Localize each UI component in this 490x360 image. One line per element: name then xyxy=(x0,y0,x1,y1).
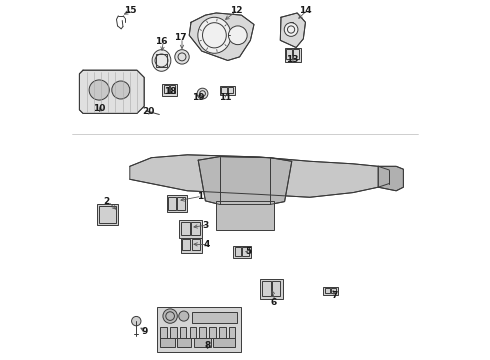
Bar xyxy=(181,238,202,253)
Bar xyxy=(162,84,177,96)
Bar xyxy=(219,327,225,338)
Text: 4: 4 xyxy=(204,240,210,249)
Bar xyxy=(160,338,175,347)
Bar xyxy=(170,327,177,338)
Circle shape xyxy=(284,23,298,36)
Bar xyxy=(285,48,301,62)
Bar xyxy=(192,312,237,323)
Bar xyxy=(181,222,190,235)
Bar xyxy=(216,201,274,230)
Ellipse shape xyxy=(198,17,231,53)
Bar xyxy=(262,281,270,296)
Bar xyxy=(331,288,336,293)
Bar xyxy=(190,327,196,338)
Circle shape xyxy=(89,80,109,100)
Bar xyxy=(209,327,216,338)
Bar xyxy=(242,247,248,256)
Circle shape xyxy=(175,50,189,64)
Bar xyxy=(286,49,292,59)
Text: 16: 16 xyxy=(155,37,168,46)
Bar xyxy=(179,220,202,238)
Polygon shape xyxy=(378,166,403,191)
Text: 7: 7 xyxy=(332,291,338,300)
Polygon shape xyxy=(189,13,254,60)
Bar xyxy=(170,85,175,93)
Text: 1: 1 xyxy=(197,192,203,201)
Bar xyxy=(199,327,206,338)
Bar xyxy=(235,247,242,256)
Circle shape xyxy=(179,311,189,321)
Bar xyxy=(169,197,176,210)
Bar xyxy=(156,54,167,67)
Text: 8: 8 xyxy=(204,341,210,350)
Text: 12: 12 xyxy=(230,6,242,15)
Text: 5: 5 xyxy=(245,248,252,256)
Bar xyxy=(167,195,187,212)
Bar xyxy=(233,246,251,258)
Bar xyxy=(157,307,242,352)
Text: 9: 9 xyxy=(141,327,147,336)
Bar xyxy=(194,338,211,347)
Polygon shape xyxy=(198,157,292,204)
Bar xyxy=(229,327,235,338)
Bar xyxy=(191,222,199,235)
Polygon shape xyxy=(130,155,389,197)
Bar xyxy=(98,204,118,225)
Text: 20: 20 xyxy=(142,107,155,116)
Text: 10: 10 xyxy=(93,104,105,113)
Circle shape xyxy=(132,316,141,326)
Text: 15: 15 xyxy=(124,6,137,15)
Bar xyxy=(271,281,280,296)
Bar xyxy=(213,338,235,347)
Circle shape xyxy=(228,26,247,45)
Bar xyxy=(164,85,169,93)
Bar xyxy=(160,327,167,338)
Text: 18: 18 xyxy=(164,87,176,96)
Bar xyxy=(325,288,330,293)
Text: 13: 13 xyxy=(286,55,298,64)
Polygon shape xyxy=(280,13,305,48)
Bar xyxy=(228,87,233,93)
Ellipse shape xyxy=(152,50,171,71)
Circle shape xyxy=(163,309,177,323)
Bar xyxy=(180,327,186,338)
Text: 2: 2 xyxy=(103,197,110,206)
Bar xyxy=(221,87,227,93)
Text: 19: 19 xyxy=(192,93,204,102)
Circle shape xyxy=(112,81,130,99)
Bar xyxy=(99,206,116,223)
Bar xyxy=(192,239,199,250)
Bar xyxy=(177,197,185,210)
Bar xyxy=(323,287,338,295)
Text: 11: 11 xyxy=(219,93,231,102)
Bar xyxy=(177,338,191,347)
Circle shape xyxy=(197,88,208,99)
Text: 17: 17 xyxy=(174,33,187,42)
Bar xyxy=(220,86,235,95)
Bar xyxy=(182,239,190,250)
Bar xyxy=(293,49,299,59)
Text: 14: 14 xyxy=(299,6,312,15)
Text: 3: 3 xyxy=(202,220,209,230)
Polygon shape xyxy=(79,70,144,113)
Text: 6: 6 xyxy=(270,298,277,307)
Bar xyxy=(260,279,283,299)
